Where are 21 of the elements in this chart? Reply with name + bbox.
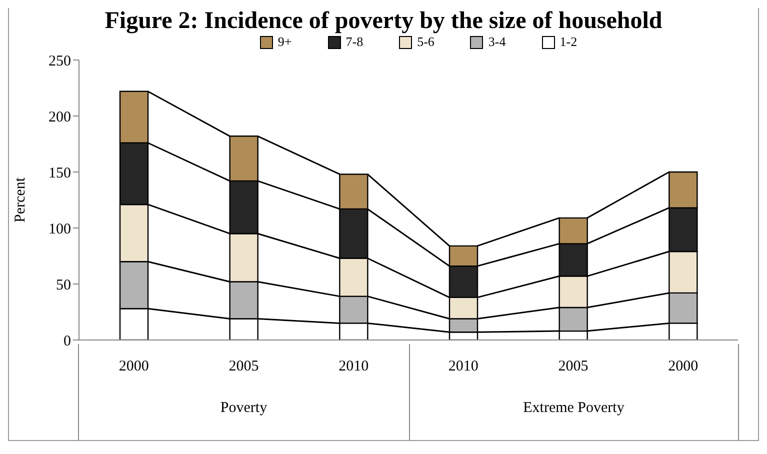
- x-tick-label: 2005: [558, 358, 588, 375]
- text: Extreme Poverty: [522, 400, 626, 417]
- legend-label: 3-4: [488, 34, 506, 50]
- legend-label: 1-2: [560, 34, 578, 50]
- y-tick-label: 50: [56, 277, 71, 294]
- text: Poverty: [219, 400, 268, 417]
- legend-label: 9+: [278, 34, 292, 50]
- y-tick-label: 250: [48, 53, 71, 70]
- x-tick-label: 2010: [338, 358, 369, 375]
- y-tick-label: 200: [48, 109, 71, 126]
- chart-title: Figure 2: Incidence of poverty by the size of household: [104, 8, 664, 34]
- legend-label: 7-8: [346, 34, 364, 50]
- x-tick-label: 2000: [118, 358, 149, 375]
- y-tick-label: 150: [48, 165, 71, 182]
- y-tick-label: 0: [64, 333, 71, 350]
- y-tick-label: 100: [48, 221, 71, 238]
- x-tick-label: 2000: [668, 358, 698, 375]
- legend-label: 5-6: [417, 34, 434, 50]
- x-tick-label: 2010: [448, 358, 478, 375]
- x-tick-label: 2005: [228, 358, 259, 375]
- y-axis-title: Percent: [12, 176, 28, 222]
